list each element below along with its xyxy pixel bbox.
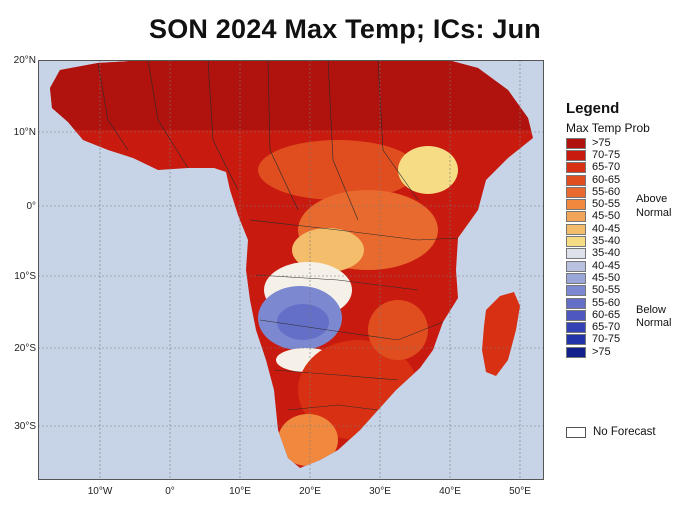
madagascar bbox=[482, 292, 520, 376]
legend-swatch bbox=[566, 174, 586, 186]
legend-label: 60-65 bbox=[592, 173, 621, 186]
legend-label: 35-40 bbox=[592, 235, 621, 248]
legend-item: 35-40 bbox=[566, 235, 686, 248]
no-forecast-label: No Forecast bbox=[593, 426, 656, 438]
angola-cool-core bbox=[277, 304, 329, 340]
legend-item: 60-65 bbox=[566, 309, 686, 321]
legend-label: 70-75 bbox=[592, 148, 621, 161]
legend-label: 55-60 bbox=[592, 296, 621, 309]
lat-label-20n: 20°N bbox=[13, 55, 36, 66]
lat-label-0: 0° bbox=[26, 201, 36, 212]
legend-item: 55-60 bbox=[566, 186, 686, 198]
legend-swatch bbox=[566, 149, 586, 161]
legend-item: 40-45 bbox=[566, 223, 686, 235]
cape-patch bbox=[278, 414, 338, 466]
lat-label-30s: 30°S bbox=[14, 421, 36, 432]
lon-label-20e: 20°E bbox=[299, 486, 321, 497]
forecast-map[interactable] bbox=[38, 60, 544, 480]
legend-label: 35-40 bbox=[592, 247, 621, 260]
legend-swatch bbox=[566, 309, 586, 321]
above-note-line2: Normal bbox=[636, 207, 672, 219]
legend-label: 55-60 bbox=[592, 185, 621, 198]
legend-item: 70-75 bbox=[566, 149, 686, 161]
mozambique-patch bbox=[368, 300, 428, 360]
legend-swatch bbox=[566, 322, 586, 334]
legend-rows: Above Normal Below Normal >75 70-75 65-70 6… bbox=[566, 137, 686, 358]
legend-item: 65-70 bbox=[566, 162, 686, 174]
legend-swatch bbox=[566, 260, 586, 272]
legend-item: 35-40 bbox=[566, 248, 686, 260]
no-forecast-swatch bbox=[566, 426, 586, 438]
legend-swatch bbox=[566, 334, 586, 346]
below-note-line2: Normal bbox=[636, 317, 672, 329]
legend-swatch bbox=[566, 162, 586, 174]
lon-label-10w: 10°W bbox=[87, 486, 113, 497]
map-frame bbox=[38, 60, 544, 480]
legend-label: 70-75 bbox=[592, 333, 621, 346]
legend-item: 70-75 bbox=[566, 334, 686, 346]
legend-label: 50-55 bbox=[592, 198, 621, 211]
lon-label-50e: 50°E bbox=[509, 486, 531, 497]
legend-title: Legend bbox=[566, 100, 620, 117]
legend-swatch bbox=[566, 211, 586, 223]
lon-label-30e: 30°E bbox=[369, 486, 391, 497]
legend-item: 65-70 bbox=[566, 321, 686, 334]
legend-swatch bbox=[566, 297, 586, 309]
legend-swatch bbox=[566, 346, 586, 358]
legend-swatch bbox=[566, 272, 586, 284]
legend-item: 55-60 bbox=[566, 297, 686, 309]
legend-label: 65-70 bbox=[592, 161, 621, 174]
legend-label: >75 bbox=[592, 136, 611, 149]
legend-label: 40-45 bbox=[592, 222, 621, 235]
sahel-patch bbox=[258, 140, 418, 200]
legend-item: 45-50 bbox=[566, 211, 686, 223]
legend: Legend Max Temp Prob Above Normal Below … bbox=[566, 100, 686, 358]
legend-item: 60-65 bbox=[566, 174, 686, 186]
graticule bbox=[38, 60, 544, 480]
legend-item: 45-50 bbox=[566, 272, 686, 284]
legend-swatch bbox=[566, 223, 586, 235]
east-africa-patch bbox=[398, 146, 458, 194]
legend-item: >75 bbox=[566, 137, 686, 149]
legend-item: 40-45 bbox=[566, 260, 686, 272]
legend-swatch bbox=[566, 248, 586, 260]
legend-label: 45-50 bbox=[592, 210, 621, 223]
legend-subtitle: Max Temp Prob bbox=[566, 121, 650, 135]
legend-swatch bbox=[566, 236, 586, 248]
legend-label: 50-55 bbox=[592, 284, 621, 297]
legend-swatch bbox=[566, 137, 586, 149]
below-note-line1: Below bbox=[636, 304, 666, 316]
legend-item: >75 bbox=[566, 346, 686, 358]
lat-label-10s: 10°S bbox=[14, 271, 36, 282]
legend-swatch bbox=[566, 285, 586, 297]
legend-label: 40-45 bbox=[592, 259, 621, 272]
legend-label: >75 bbox=[592, 345, 611, 358]
lon-label-40e: 40°E bbox=[439, 486, 461, 497]
legend-label: 60-65 bbox=[592, 308, 621, 321]
legend-swatch bbox=[566, 199, 586, 211]
no-forecast-key: No Forecast bbox=[566, 426, 656, 438]
legend-label: 65-70 bbox=[592, 321, 621, 334]
lat-label-20s: 20°S bbox=[14, 343, 36, 354]
above-note-line1: Above bbox=[636, 193, 668, 205]
lat-label-10n: 10°N bbox=[13, 127, 36, 138]
legend-item: 50-55 bbox=[566, 198, 686, 211]
legend-item: 50-55 bbox=[566, 285, 686, 297]
lon-label-0: 0° bbox=[165, 486, 175, 497]
legend-swatch bbox=[566, 186, 586, 198]
north-region bbox=[50, 60, 533, 130]
lon-label-10e: 10°E bbox=[229, 486, 251, 497]
legend-label: 45-50 bbox=[592, 271, 621, 284]
map-title: SON 2024 Max Temp; ICs: Jun bbox=[148, 14, 541, 44]
